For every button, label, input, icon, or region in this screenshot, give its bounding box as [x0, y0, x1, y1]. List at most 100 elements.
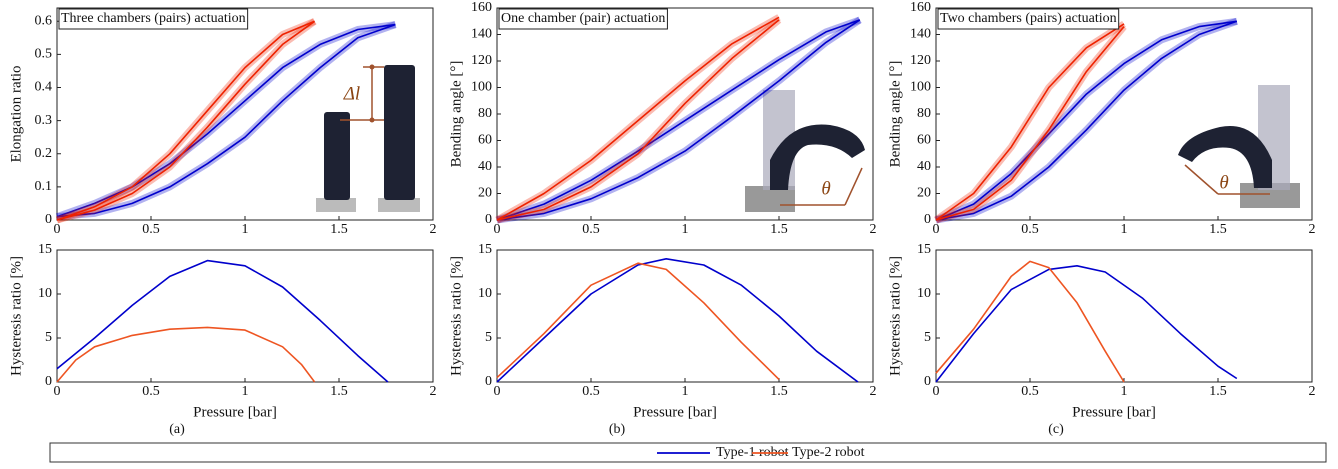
legend-label: Type-2 robot	[792, 445, 865, 460]
x-tick-label: 1	[682, 384, 689, 399]
x-tick-label: 2	[430, 384, 437, 399]
x-tick-label: 0	[933, 384, 940, 399]
y-tick-label: 15	[478, 242, 492, 257]
x-tick-label: 0.5	[1021, 222, 1039, 237]
y-tick-label: 5	[485, 330, 492, 345]
y-tick-label: 0.2	[35, 146, 53, 161]
data-line	[496, 19, 861, 221]
y-axis-label: Hysteresis ratio [%]	[8, 256, 24, 376]
data-line	[496, 19, 861, 221]
y-tick-label: 80	[917, 106, 931, 121]
data-line	[935, 23, 1125, 221]
y-tick-label: 0	[924, 374, 931, 389]
x-tick-label: 1.5	[1209, 222, 1227, 237]
data-line	[56, 23, 396, 218]
plot-frame	[56, 7, 434, 221]
annotation: Δl	[343, 83, 360, 104]
data-line	[935, 20, 1238, 221]
y-tick-label: 120	[471, 53, 492, 68]
panel-label: (c)	[1048, 422, 1064, 437]
y-tick-label: 15	[38, 242, 52, 257]
y-tick-label: 60	[917, 133, 931, 148]
x-tick-label: 0.5	[1021, 384, 1039, 399]
x-tick-label: 0	[933, 222, 940, 237]
y-tick-label: 160	[471, 0, 492, 15]
y-tick-label: 120	[910, 53, 931, 68]
x-tick-label: 2	[870, 384, 877, 399]
panel-label: (b)	[609, 422, 626, 437]
x-tick-label: 2	[1309, 384, 1316, 399]
title-box	[58, 8, 249, 30]
x-tick-label: 2	[1309, 222, 1316, 237]
y-tick-label: 0.1	[35, 179, 53, 194]
y-tick-label: 40	[478, 159, 492, 174]
plot-frame	[496, 249, 874, 383]
x-tick-label: 1	[1121, 384, 1128, 399]
x-tick-label: 0.5	[582, 384, 600, 399]
y-tick-label: 10	[38, 286, 52, 301]
y-tick-label: 0	[485, 374, 492, 389]
y-tick-label: 100	[471, 80, 492, 95]
y-tick-label: 10	[917, 286, 931, 301]
data-line	[496, 16, 780, 221]
y-axis-label: Hysteresis ratio [%]	[448, 256, 464, 376]
x-tick-label: 1.5	[770, 222, 788, 237]
y-tick-label: 40	[917, 159, 931, 174]
data-line	[56, 20, 315, 221]
panel-title: One chamber (pair) actuation	[501, 11, 665, 26]
data-line	[496, 258, 859, 383]
y-tick-label: 0	[45, 374, 52, 389]
y-tick-label: 10	[478, 286, 492, 301]
y-tick-label: 0.6	[35, 13, 53, 28]
y-tick-label: 140	[471, 27, 492, 42]
x-tick-label: 1	[242, 222, 249, 237]
y-axis-label: Bending angle [°]	[448, 61, 464, 168]
x-tick-label: 1.5	[1209, 384, 1227, 399]
title-box	[498, 8, 668, 30]
x-tick-label: 1	[242, 384, 249, 399]
y-tick-label: 80	[478, 106, 492, 121]
y-tick-label: 5	[45, 330, 52, 345]
panel-title: Three chambers (pairs) actuation	[61, 11, 246, 26]
y-tick-label: 0.4	[35, 80, 53, 95]
x-tick-label: 1.5	[330, 384, 348, 399]
x-tick-label: 0.5	[142, 222, 160, 237]
robot-photo	[316, 64, 420, 212]
x-tick-label: 0	[54, 222, 61, 237]
data-line	[935, 26, 1125, 221]
y-tick-label: 5	[924, 330, 931, 345]
panel-title: Two chambers (pairs) actuation	[940, 11, 1117, 26]
plot-frame	[56, 249, 434, 383]
x-tick-label: 1	[682, 222, 689, 237]
y-tick-label: 20	[917, 186, 931, 201]
annotation: θ	[821, 178, 830, 199]
x-tick-label: 2	[430, 222, 437, 237]
y-axis-label: Bending angle [°]	[887, 61, 903, 168]
data-line	[56, 259, 389, 383]
panel-label: (a)	[169, 422, 185, 437]
plot-frame	[935, 249, 1313, 383]
x-axis-label: Pressure [bar]	[633, 404, 717, 420]
data-band	[495, 14, 781, 224]
data-line	[496, 262, 780, 380]
y-tick-label: 160	[910, 0, 931, 15]
y-tick-label: 0	[485, 212, 492, 227]
y-tick-label: 100	[910, 80, 931, 95]
y-axis-label: Hysteresis ratio [%]	[887, 256, 903, 376]
data-line	[56, 23, 396, 218]
x-tick-label: 0	[494, 222, 501, 237]
x-tick-label: 0.5	[142, 384, 160, 399]
x-axis-label: Pressure [bar]	[1072, 404, 1156, 420]
data-line	[56, 20, 316, 221]
y-axis-label: Elongation ratio	[8, 65, 24, 162]
x-axis-label: Pressure [bar]	[193, 404, 277, 420]
x-tick-label: 2	[870, 222, 877, 237]
x-tick-label: 0	[494, 384, 501, 399]
y-tick-label: 0	[45, 212, 52, 227]
y-tick-label: 20	[478, 186, 492, 201]
x-tick-label: 1.5	[330, 222, 348, 237]
y-tick-label: 0.5	[35, 47, 53, 62]
robot-photo	[745, 90, 865, 212]
x-tick-label: 0	[54, 384, 61, 399]
data-line	[935, 260, 1125, 383]
